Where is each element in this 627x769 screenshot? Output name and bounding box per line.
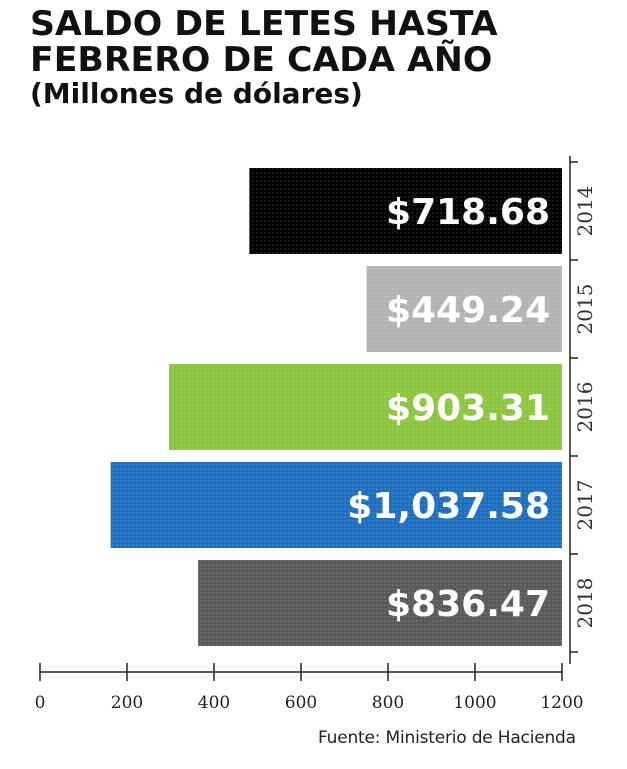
source-note: Fuente: Ministerio de Hacienda <box>318 728 576 748</box>
x-axis: 0 200 400 600 800 1000 1200 <box>35 663 584 713</box>
bar-value-label-2017: $1,037.58 <box>347 486 550 527</box>
year-label-2017: 2017 <box>573 480 597 531</box>
year-label-2015: 2015 <box>573 284 597 335</box>
year-axis: 2014 2015 2016 2017 2018 <box>569 156 597 664</box>
bars-layer: $718.68 $449.24 $903.31 $1,037.58 $836.47 <box>110 168 562 646</box>
bar-value-label-2018: $836.47 <box>386 584 550 625</box>
x-tick-label-200: 200 <box>111 693 143 713</box>
bar-value-label-2016: $903.31 <box>386 388 550 429</box>
bar-texture-2017 <box>110 462 562 548</box>
bar-texture-2014 <box>249 168 562 254</box>
title-block: SALDO DE LETES HASTA FEBRERO DE CADA AÑO… <box>30 6 498 110</box>
x-tick-label-600: 600 <box>285 693 317 713</box>
chart-title-line-2: FEBRERO DE CADA AÑO <box>30 40 493 80</box>
year-label-2018: 2018 <box>573 578 597 629</box>
x-tick-label-1200: 1200 <box>540 693 583 713</box>
bar-value-label-2014: $718.68 <box>386 192 550 233</box>
year-label-2016: 2016 <box>573 382 597 433</box>
x-tick-label-1000: 1000 <box>453 693 496 713</box>
x-tick-label-400: 400 <box>198 693 230 713</box>
bar-texture-2015 <box>366 266 562 352</box>
year-label-2014: 2014 <box>573 186 597 237</box>
bar-value-label-2015: $449.24 <box>386 290 550 331</box>
chart-title-line-1: SALDO DE LETES HASTA <box>30 4 498 44</box>
bar-texture-2018 <box>198 560 562 646</box>
x-tick-label-0: 0 <box>35 693 46 713</box>
chart-subtitle: (Millones de dólares) <box>30 77 363 110</box>
bar-texture-2016 <box>169 364 562 450</box>
x-tick-label-800: 800 <box>372 693 404 713</box>
